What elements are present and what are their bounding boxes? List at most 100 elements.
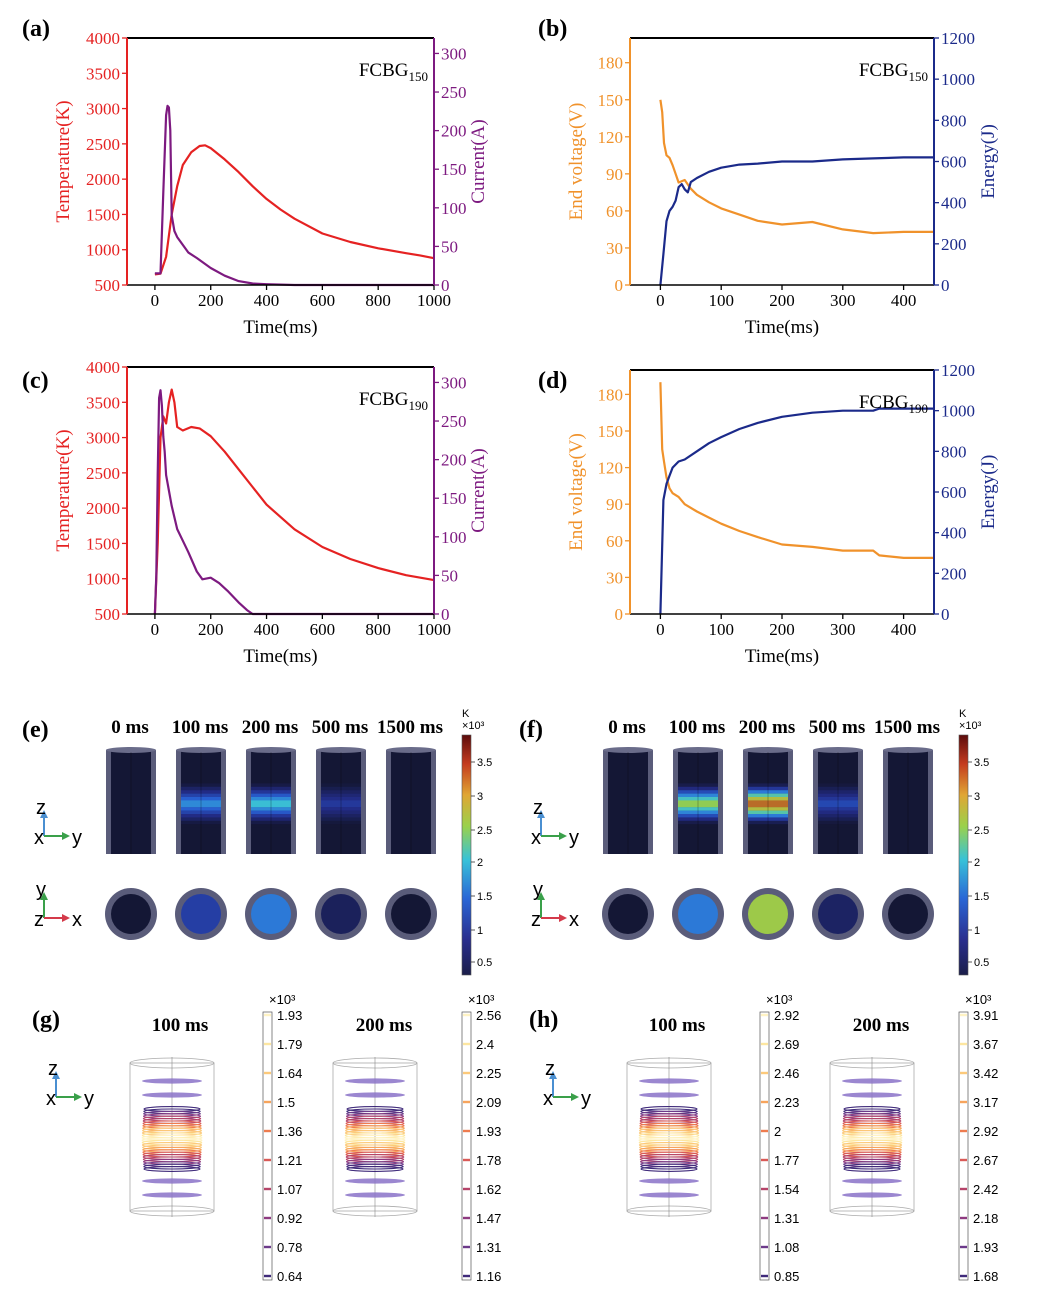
x-tick-label: 400 — [254, 291, 280, 310]
cylinder-top-rim — [316, 747, 366, 753]
colorbar-tick-label: 0.64 — [277, 1269, 302, 1284]
panel-label-c: (c) — [22, 368, 49, 394]
colorbar-tick-label: 2 — [974, 857, 980, 869]
axis-up-arrowhead — [52, 1071, 60, 1079]
right-tick-label: 0 — [441, 276, 450, 295]
right-tick-label: 100 — [441, 528, 467, 547]
colorbar-tick-label: 2.23 — [774, 1095, 799, 1110]
colorbar-tick-label: 0.92 — [277, 1211, 302, 1226]
cylinder-top-rim — [743, 747, 793, 753]
colorbar-tick-label: 1.78 — [476, 1153, 501, 1168]
series-end-voltage-line — [659, 99, 934, 235]
colorbar-tick-label: 1.36 — [277, 1124, 302, 1139]
axis-up-arrowhead — [40, 892, 48, 900]
isosurface-disc — [842, 1192, 902, 1198]
left-tick-label: 120 — [598, 459, 624, 478]
time-label: 500 ms — [312, 717, 368, 738]
isosurface-disc — [842, 1092, 902, 1098]
x-tick-label: 0 — [151, 620, 160, 639]
colorbar-scale: ×10³ — [269, 992, 296, 1007]
x-tick-label: 400 — [891, 620, 917, 639]
x-tick-label: 0 — [656, 291, 665, 310]
colorbar-tick-label: 2.25 — [476, 1066, 501, 1081]
right-axis-title: Current(A) — [468, 448, 489, 532]
isosurface-cylinder — [829, 1057, 915, 1217]
right-tick-label: 300 — [441, 373, 467, 392]
right-tick-label: 100 — [441, 199, 467, 218]
left-tick-label: 180 — [598, 54, 624, 73]
time-label: 100 ms — [649, 1015, 705, 1036]
colorbar-tick-label: 1.68 — [973, 1269, 998, 1284]
time-label: 200 ms — [356, 1015, 412, 1036]
isosurface-contour — [640, 1163, 698, 1170]
left-tick-label: 150 — [598, 91, 624, 110]
axis-up-arrowhead — [537, 892, 545, 900]
colorbar-tick-label: 1.64 — [277, 1066, 302, 1081]
left-tick-label: 1000 — [86, 570, 120, 589]
panel-label-f: (f) — [519, 717, 543, 743]
series-temperature-line — [153, 388, 435, 615]
right-tick-label: 50 — [441, 566, 458, 585]
isosurface-disc — [142, 1192, 202, 1198]
left-tick-label: 90 — [606, 165, 623, 184]
axis-right-arrowhead — [74, 1093, 82, 1101]
colorbar-tick-label: 2 — [477, 857, 483, 869]
left-tick-label: 3500 — [86, 64, 120, 83]
x-tick-label: 300 — [830, 291, 856, 310]
disk-core — [321, 894, 361, 934]
axis-dot-label: x — [46, 1088, 56, 1110]
right-tick-label: 200 — [941, 564, 967, 583]
colorbar-tick-label: 2.5 — [477, 825, 492, 837]
cylinder-side-view — [316, 747, 366, 854]
right-tick-label: 250 — [441, 83, 467, 102]
x-tick-label: 600 — [310, 291, 336, 310]
left-tick-label: 150 — [598, 422, 624, 441]
time-label: 0 ms — [608, 717, 645, 738]
left-tick-label: 180 — [598, 385, 624, 404]
right-tick-label: 600 — [941, 153, 967, 172]
sample-annotation: FCBG150 — [859, 60, 928, 84]
cylinder-top-rim — [883, 747, 933, 753]
left-tick-label: 500 — [95, 605, 121, 624]
colorbar-tick-label: 2.5 — [974, 825, 989, 837]
left-tick-label: 30 — [606, 568, 623, 587]
x-tick-label: 200 — [769, 620, 795, 639]
x-tick-label: 100 — [708, 620, 734, 639]
isosurface-contour — [843, 1166, 901, 1172]
colorbar-tick-label: 1.93 — [476, 1124, 501, 1139]
cylinder-top-view — [672, 888, 724, 940]
sample-annotation: FCBG150 — [359, 60, 428, 84]
disk-core — [678, 894, 718, 934]
cylinder-side-view — [743, 747, 793, 854]
colorbar-scale: ×10³ — [766, 992, 793, 1007]
right-tick-label: 250 — [441, 412, 467, 431]
left-tick-label: 1000 — [86, 241, 120, 260]
x-tick-label: 800 — [365, 291, 391, 310]
colorbar-tick-label: 1.5 — [477, 891, 492, 903]
left-tick-label: 1500 — [86, 534, 120, 553]
left-tick-label: 4000 — [86, 29, 120, 48]
axis-right-arrowhead — [571, 1093, 579, 1101]
isosurface-colorbar — [262, 1011, 273, 1281]
right-tick-label: 1200 — [941, 29, 975, 48]
isosurface-cylinder — [626, 1057, 712, 1217]
isosurface-colorbar — [461, 1011, 472, 1281]
panel-label-e: (e) — [22, 717, 49, 743]
isosurface-disc — [639, 1078, 699, 1084]
panel-label-b: (b) — [538, 16, 567, 42]
colorbar-tick-label: 1.47 — [476, 1211, 501, 1226]
series-energy-line — [659, 407, 934, 615]
x-tick-label: 400 — [891, 291, 917, 310]
axis-right-label: y — [84, 1088, 94, 1110]
axis-dot-label: x — [34, 827, 44, 849]
left-tick-label: 0 — [615, 605, 624, 624]
colorbar-tick-label: 1.07 — [277, 1182, 302, 1197]
left-tick-label: 0 — [615, 276, 624, 295]
left-axis-title: Temperature(K) — [53, 100, 74, 222]
right-tick-label: 400 — [941, 524, 967, 543]
colorbar-tick-label: 0.78 — [277, 1240, 302, 1255]
